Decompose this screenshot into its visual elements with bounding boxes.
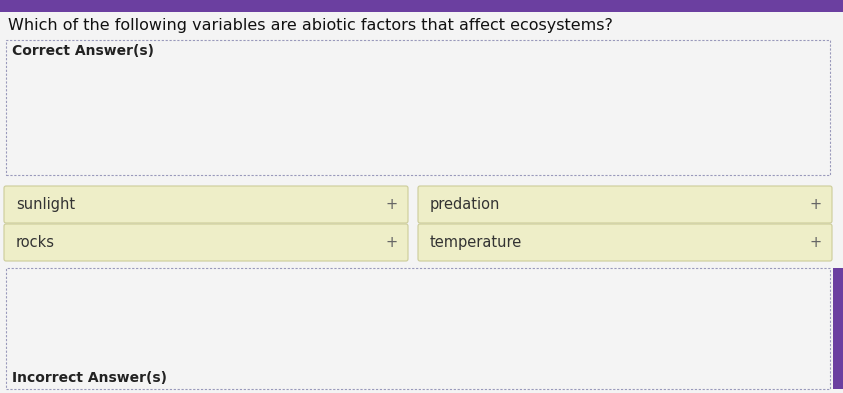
Text: +: + — [386, 197, 398, 212]
Bar — [6, 268, 830, 389]
Text: Correct Answer(s): Correct Answer(s) — [12, 44, 154, 58]
Text: +: + — [810, 235, 822, 250]
FancyBboxPatch shape — [418, 224, 832, 261]
Text: Which of the following variables are abiotic factors that affect ecosystems?: Which of the following variables are abi… — [8, 18, 613, 33]
Text: sunlight: sunlight — [16, 197, 75, 212]
FancyBboxPatch shape — [4, 224, 408, 261]
Text: Incorrect Answer(s): Incorrect Answer(s) — [12, 371, 167, 385]
Text: +: + — [810, 197, 822, 212]
Text: predation: predation — [430, 197, 501, 212]
FancyBboxPatch shape — [418, 186, 832, 223]
Bar — [833, 268, 843, 389]
Text: +: + — [386, 235, 398, 250]
Bar — [6, 40, 830, 175]
Bar — [0, 0, 843, 12]
FancyBboxPatch shape — [4, 186, 408, 223]
Text: rocks: rocks — [16, 235, 55, 250]
Text: temperature: temperature — [430, 235, 523, 250]
